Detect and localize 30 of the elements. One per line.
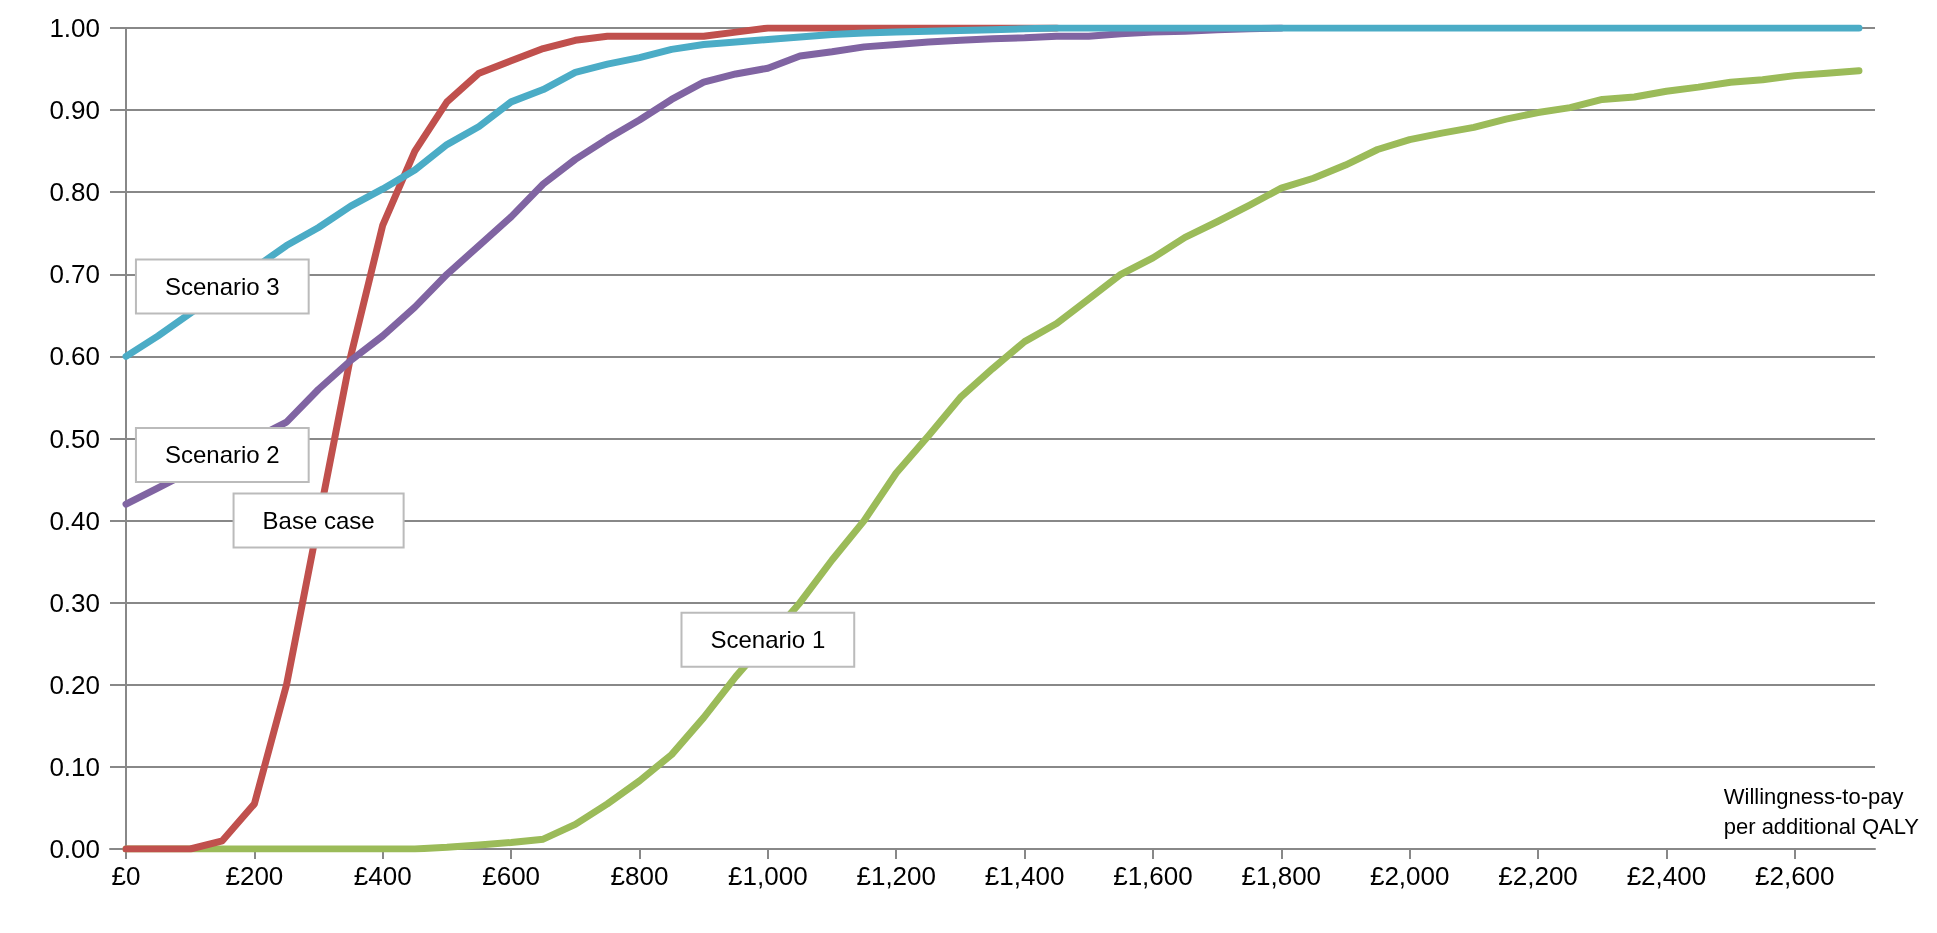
annotation: Base case (262, 507, 375, 535)
x-tick-label: £1,000 (728, 861, 808, 891)
y-tick-label: 0.30 (49, 587, 100, 618)
x-tick-label: £2,400 (1626, 861, 1707, 891)
x-tick-label: £2,000 (1369, 861, 1450, 891)
annotation: Scenario 2 (164, 441, 280, 469)
x-tick-label: £400 (353, 861, 412, 891)
x-tick-label: £800 (610, 861, 669, 891)
y-tick-label: 0.70 (49, 259, 100, 290)
y-tick-label: 0.50 (49, 423, 100, 454)
x-tick-label: £1,600 (1113, 861, 1193, 891)
y-tick-label: 0.10 (49, 751, 100, 782)
x-tick-label: £2,600 (1755, 861, 1835, 891)
annotation: Scenario 1 (710, 626, 826, 654)
y-tick-label: 0.60 (49, 341, 100, 372)
annotation: Scenario 3 (164, 273, 280, 301)
x-tick-label: £600 (482, 861, 541, 891)
x-tick-label: £200 (225, 861, 284, 891)
y-tick-label: 1.00 (49, 13, 100, 43)
x-tick-label: £0 (111, 861, 141, 891)
x-tick-label: £2,200 (1498, 861, 1578, 891)
x-tick-label: £1,200 (856, 861, 936, 891)
y-tick-label: 0.20 (49, 669, 100, 700)
y-tick-label: 0.90 (49, 95, 100, 126)
y-tick-label: 0.80 (49, 177, 100, 208)
y-tick-label: 0.00 (49, 834, 100, 864)
x-tick-label: £1,400 (984, 861, 1065, 891)
x-tick-label: £1,800 (1241, 861, 1322, 891)
y-tick-label: 0.40 (49, 505, 100, 536)
x-axis-title: Willingness-to-pay per additional QALY (1723, 783, 1920, 839)
